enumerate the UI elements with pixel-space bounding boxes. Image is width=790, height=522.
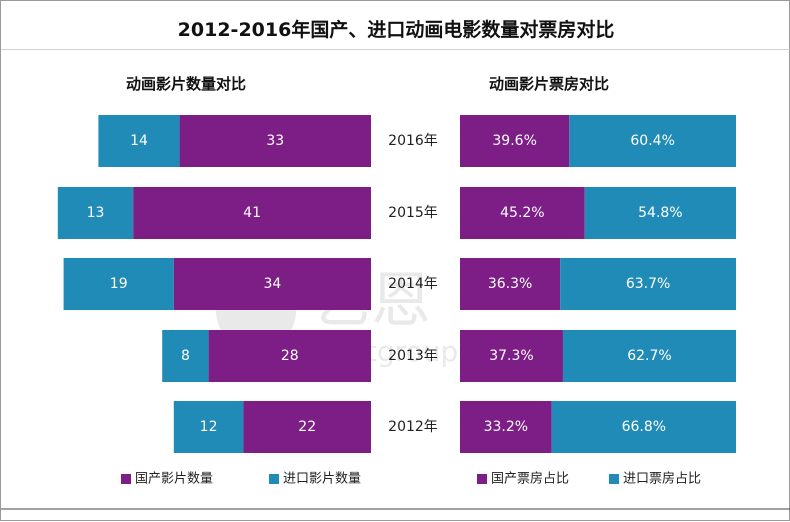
domestic-count-label: 33 (266, 133, 284, 149)
legend-domestic-share-swatch (477, 474, 487, 484)
imported-count-label: 13 (87, 205, 105, 221)
legend-domestic-share-label: 国产票房占比 (491, 471, 569, 487)
domestic-share-bar (460, 115, 570, 167)
imported-share-bar (562, 330, 736, 382)
domestic-count-bar (133, 187, 371, 239)
imported-count-bar (173, 401, 244, 453)
domestic-count-label: 28 (281, 348, 299, 364)
imported-count-bar (98, 115, 180, 167)
domestic-share-label: 33.2% (484, 419, 528, 435)
right-chart-title: 动画影片票房对比 (489, 75, 610, 93)
imported-count-label: 14 (130, 133, 148, 149)
imported-share-label: 60.4% (630, 133, 674, 149)
domestic-share-bar (460, 258, 561, 310)
domestic-share-bar (460, 330, 563, 382)
domestic-share-label: 39.6% (492, 133, 536, 149)
year-label: 2016年 (388, 133, 438, 149)
imported-share-bar (569, 115, 736, 167)
legend-imported-count-label: 进口影片数量 (283, 472, 361, 487)
imported-count-label: 8 (181, 348, 190, 364)
domestic-share-label: 37.3% (489, 348, 533, 364)
chart-title: 2012-2016年国产、进口动画电影数量对票房对比 (177, 19, 615, 41)
legend-imported-count-swatch (269, 474, 279, 484)
imported-share-bar (551, 401, 736, 453)
domestic-share-label: 45.2% (500, 205, 544, 221)
year-label: 2013年 (388, 348, 438, 364)
imported-count-bar (162, 330, 209, 382)
domestic-count-bar (208, 330, 371, 382)
legend-domestic-count-label: 国产影片数量 (135, 472, 213, 487)
domestic-count-bar (173, 258, 371, 310)
imported-share-label: 66.8% (622, 419, 666, 435)
imported-count-label: 19 (110, 276, 128, 292)
domestic-share-label: 36.3% (488, 276, 532, 292)
title-divider (1, 49, 790, 50)
imported-share-label: 54.8% (638, 205, 682, 221)
imported-count-bar (57, 187, 134, 239)
legend-imported-share-label: 进口票房占比 (623, 471, 701, 487)
domestic-count-label: 22 (298, 419, 316, 435)
legend-imported-share-swatch (609, 474, 619, 484)
imported-count-bar (63, 258, 174, 310)
legend-domestic-count-swatch (121, 474, 131, 484)
imported-share-bar (560, 258, 736, 310)
left-chart-title: 动画影片数量对比 (126, 75, 247, 93)
domestic-count-label: 41 (243, 205, 261, 221)
year-label: 2012年 (388, 419, 438, 435)
year-label: 2015年 (388, 205, 438, 221)
domestic-count-bar (179, 115, 371, 167)
domestic-share-bar (460, 187, 585, 239)
imported-share-label: 62.7% (627, 348, 671, 364)
imported-count-label: 12 (200, 419, 218, 435)
imported-share-bar (584, 187, 736, 239)
imported-share-label: 63.7% (626, 276, 670, 292)
domestic-count-label: 34 (263, 276, 281, 292)
domestic-count-bar (243, 401, 371, 453)
year-label: 2014年 (388, 276, 438, 292)
domestic-share-bar (460, 401, 552, 453)
